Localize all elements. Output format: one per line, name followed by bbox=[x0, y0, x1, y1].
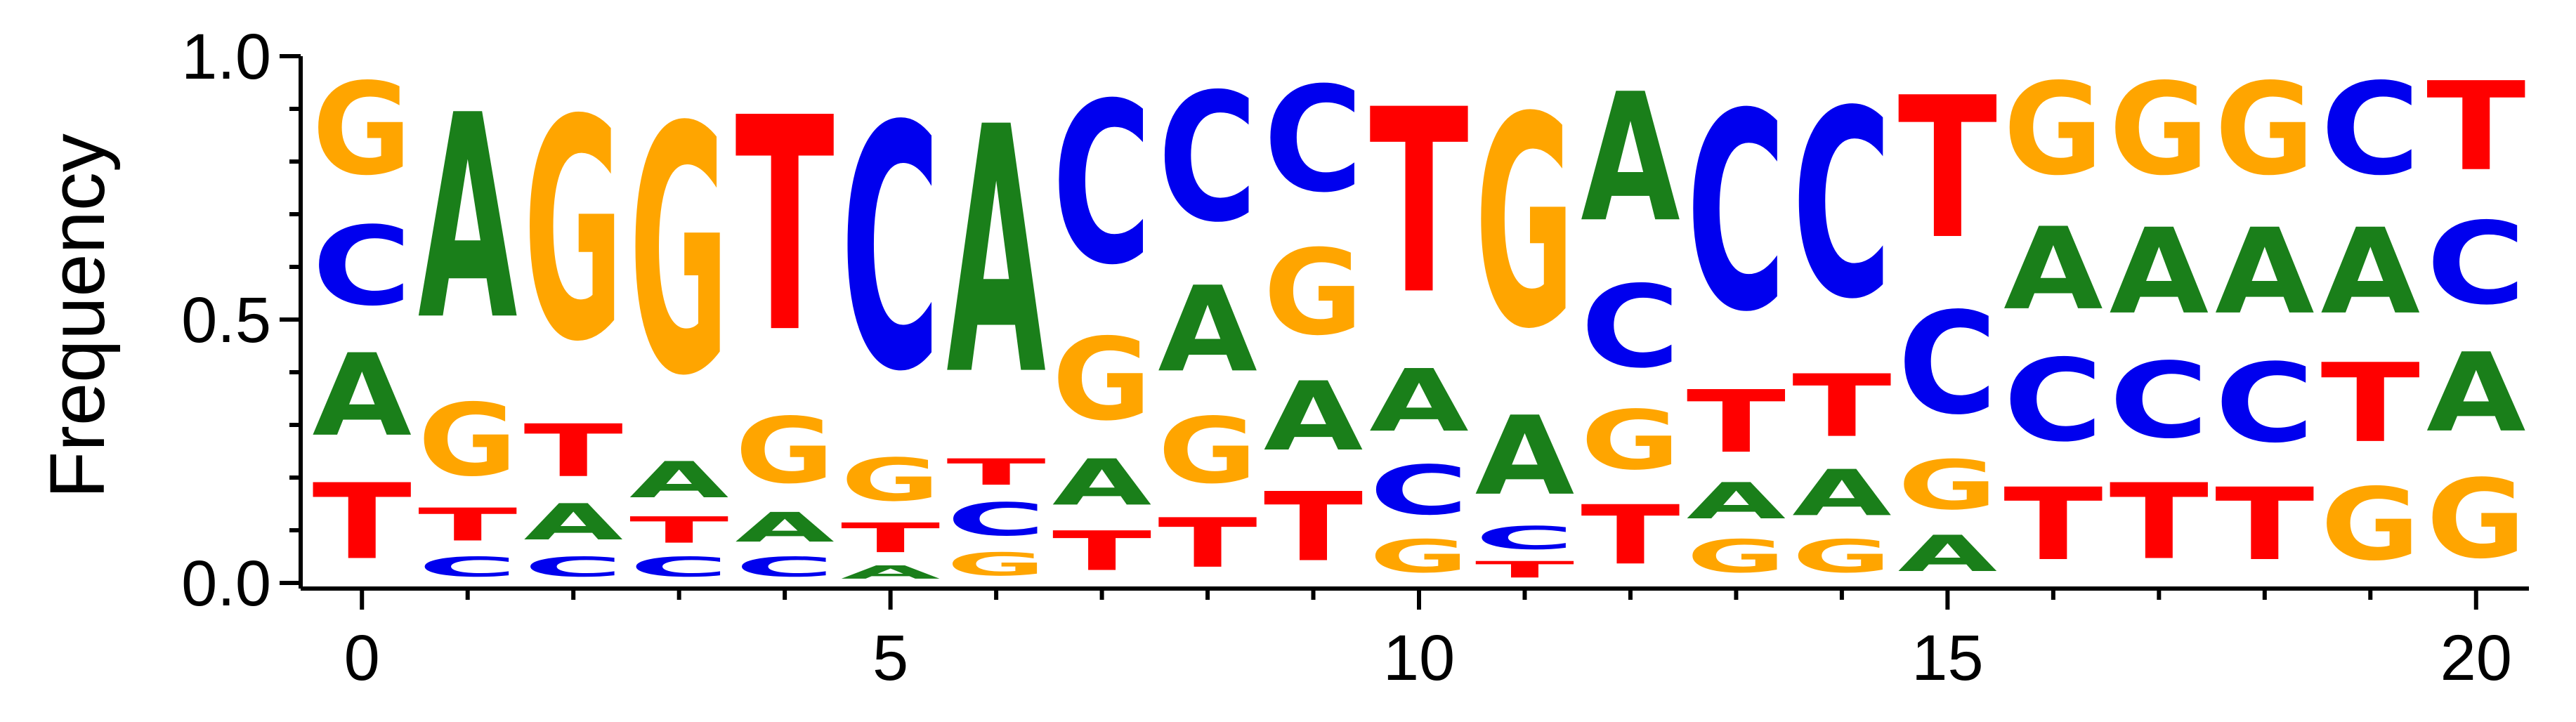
logo-letter-g-pos-10: G bbox=[1369, 530, 1468, 583]
x-tick-label: 10 bbox=[1383, 622, 1455, 694]
x-tick-label: 20 bbox=[2440, 622, 2512, 694]
x-tick-label: 15 bbox=[1911, 622, 1983, 694]
logo-letter-g-pos-14: G bbox=[1792, 530, 1891, 583]
logo-letter-c-pos-9: C bbox=[1264, 57, 1363, 225]
logo-letter-g-pos-13: G bbox=[1687, 530, 1786, 583]
logo-letter-t-pos-0: T bbox=[313, 462, 412, 583]
logo-letter-c-pos-11: C bbox=[1475, 520, 1574, 556]
logo-letter-a-pos-0: A bbox=[313, 329, 412, 461]
y-axis-title: Frequency bbox=[34, 133, 121, 499]
logo-letter-a-pos-7: A bbox=[1052, 446, 1151, 520]
logo-letter-c-pos-4: C bbox=[735, 551, 834, 583]
logo-letter-c-pos-5: C bbox=[841, 55, 940, 445]
logo-letter-t-pos-11: T bbox=[1475, 556, 1574, 583]
logo-letter-g-pos-20: G bbox=[2426, 456, 2525, 582]
logo-letter-t-pos-2: T bbox=[523, 409, 622, 493]
logo-letter-c-pos-7: C bbox=[1052, 55, 1151, 314]
logo-letter-t-pos-6: T bbox=[946, 451, 1045, 493]
y-tick-label: 0.5 bbox=[181, 284, 271, 356]
logo-letter-a-pos-8: A bbox=[1158, 262, 1257, 399]
logo-letters: TACGCTGACATGCTAGCAGTATGCGCTATAGCTGACTAGC… bbox=[313, 55, 2526, 583]
logo-letter-a-pos-2: A bbox=[523, 493, 622, 551]
logo-letter-t-pos-19: T bbox=[2321, 341, 2420, 467]
x-tick-label: 0 bbox=[344, 622, 380, 694]
logo-letter-a-pos-17: A bbox=[2110, 204, 2209, 341]
logo-letter-c-pos-13: C bbox=[1687, 55, 1786, 371]
logo-letter-a-pos-10: A bbox=[1369, 351, 1468, 451]
logo-letter-a-pos-9: A bbox=[1264, 362, 1363, 472]
logo-letter-g-pos-17: G bbox=[2110, 55, 2209, 204]
logo-letter-c-pos-15: C bbox=[1898, 283, 1997, 446]
logo-letter-g-pos-6: G bbox=[946, 546, 1045, 583]
logo-letter-a-pos-13: A bbox=[1687, 472, 1786, 530]
logo-letter-c-pos-17: C bbox=[2110, 340, 2209, 461]
logo-letter-t-pos-17: T bbox=[2110, 462, 2209, 583]
logo-letter-t-pos-14: T bbox=[1792, 357, 1891, 457]
logo-letter-t-pos-1: T bbox=[418, 499, 517, 551]
logo-letter-t-pos-16: T bbox=[2003, 466, 2103, 582]
logo-letter-g-pos-7: G bbox=[1052, 315, 1151, 446]
logo-letter-g-pos-8: G bbox=[1158, 398, 1257, 504]
logo-letter-c-pos-20: C bbox=[2426, 198, 2525, 330]
y-tick-label: 1.0 bbox=[181, 21, 271, 93]
logo-letter-c-pos-12: C bbox=[1581, 261, 1680, 393]
x-tick-label: 5 bbox=[872, 622, 908, 694]
logo-letter-t-pos-10: T bbox=[1369, 56, 1470, 350]
logo-letter-c-pos-6: C bbox=[946, 493, 1045, 546]
logo-letter-c-pos-1: C bbox=[418, 551, 517, 583]
logo-letter-c-pos-19: C bbox=[2321, 57, 2420, 204]
logo-letter-a-pos-11: A bbox=[1475, 393, 1574, 520]
logo-letter-t-pos-5: T bbox=[841, 514, 941, 561]
logo-letter-a-pos-12: A bbox=[1581, 55, 1680, 261]
logo-letter-g-pos-1: G bbox=[418, 383, 517, 499]
logo-letter-g-pos-19: G bbox=[2321, 468, 2420, 583]
logo-letter-g-pos-11: G bbox=[1475, 56, 1574, 393]
logo-letter-g-pos-12: G bbox=[1581, 393, 1680, 488]
logo-letter-t-pos-12: T bbox=[1581, 488, 1680, 583]
logo-letter-a-pos-1: A bbox=[418, 56, 518, 382]
logo-letter-c-pos-2: C bbox=[523, 551, 622, 583]
logo-letter-g-pos-9: G bbox=[1264, 225, 1363, 362]
logo-letter-t-pos-13: T bbox=[1687, 372, 1786, 472]
logo-letter-c-pos-10: C bbox=[1369, 451, 1468, 530]
logo-letter-g-pos-18: G bbox=[2215, 55, 2314, 204]
logo-letter-g-pos-2: G bbox=[523, 56, 622, 409]
logo-letter-a-pos-3: A bbox=[629, 451, 728, 509]
logo-letter-t-pos-15: T bbox=[1898, 55, 1997, 282]
logo-letter-t-pos-18: T bbox=[2215, 466, 2314, 582]
logo-letter-g-pos-16: G bbox=[2003, 55, 2103, 204]
y-tick-label: 0.0 bbox=[181, 548, 271, 619]
logo-letter-c-pos-14: C bbox=[1792, 56, 1891, 356]
logo-letter-a-pos-6: A bbox=[946, 56, 1047, 451]
logo-letter-a-pos-15: A bbox=[1898, 525, 1997, 583]
logo-letter-g-pos-3: G bbox=[629, 56, 728, 450]
logo-letter-g-pos-15: G bbox=[1898, 445, 1997, 525]
logo-letter-a-pos-5: A bbox=[841, 562, 940, 583]
logo-letter-g-pos-5: G bbox=[841, 446, 940, 515]
logo-letter-t-pos-8: T bbox=[1158, 504, 1257, 583]
chart-axes: 0.0 0.5 1.0 0 5 10 15 20 bbox=[181, 21, 2529, 694]
logo-letter-t-pos-3: T bbox=[629, 509, 728, 551]
logo-letter-c-pos-8: C bbox=[1158, 55, 1257, 261]
logo-letter-c-pos-0: C bbox=[313, 204, 412, 331]
logo-letter-a-pos-14: A bbox=[1792, 457, 1891, 530]
logo-letter-a-pos-16: A bbox=[2003, 203, 2103, 335]
logo-letter-a-pos-20: A bbox=[2426, 330, 2525, 457]
logo-letter-c-pos-3: C bbox=[629, 551, 728, 583]
logo-letter-t-pos-4: T bbox=[735, 55, 835, 398]
logo-letter-c-pos-16: C bbox=[2003, 335, 2103, 467]
logo-letter-g-pos-0: G bbox=[313, 55, 412, 204]
logo-letter-t-pos-7: T bbox=[1052, 520, 1151, 583]
logo-letter-g-pos-4: G bbox=[735, 398, 834, 504]
logo-letter-a-pos-4: A bbox=[735, 504, 835, 551]
logo-letter-c-pos-18: C bbox=[2215, 341, 2314, 468]
logo-letter-t-pos-20: T bbox=[2426, 56, 2525, 199]
logo-letter-t-pos-9: T bbox=[1264, 473, 1363, 583]
logo-letter-a-pos-19: A bbox=[2321, 204, 2420, 341]
logo-letter-a-pos-18: A bbox=[2215, 204, 2314, 341]
